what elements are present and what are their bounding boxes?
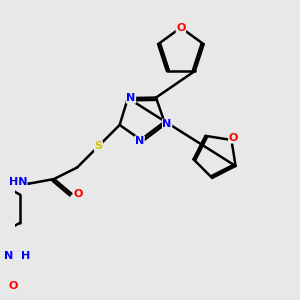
Text: N: N (163, 119, 172, 129)
Text: O: O (176, 22, 186, 33)
Text: N: N (135, 136, 144, 146)
Text: O: O (74, 189, 83, 199)
Text: HN: HN (8, 177, 27, 187)
Text: N: N (126, 93, 136, 103)
Text: O: O (9, 281, 18, 291)
Text: N: N (4, 251, 13, 261)
Text: O: O (229, 133, 238, 143)
Text: H: H (21, 251, 31, 261)
Text: S: S (94, 141, 102, 151)
